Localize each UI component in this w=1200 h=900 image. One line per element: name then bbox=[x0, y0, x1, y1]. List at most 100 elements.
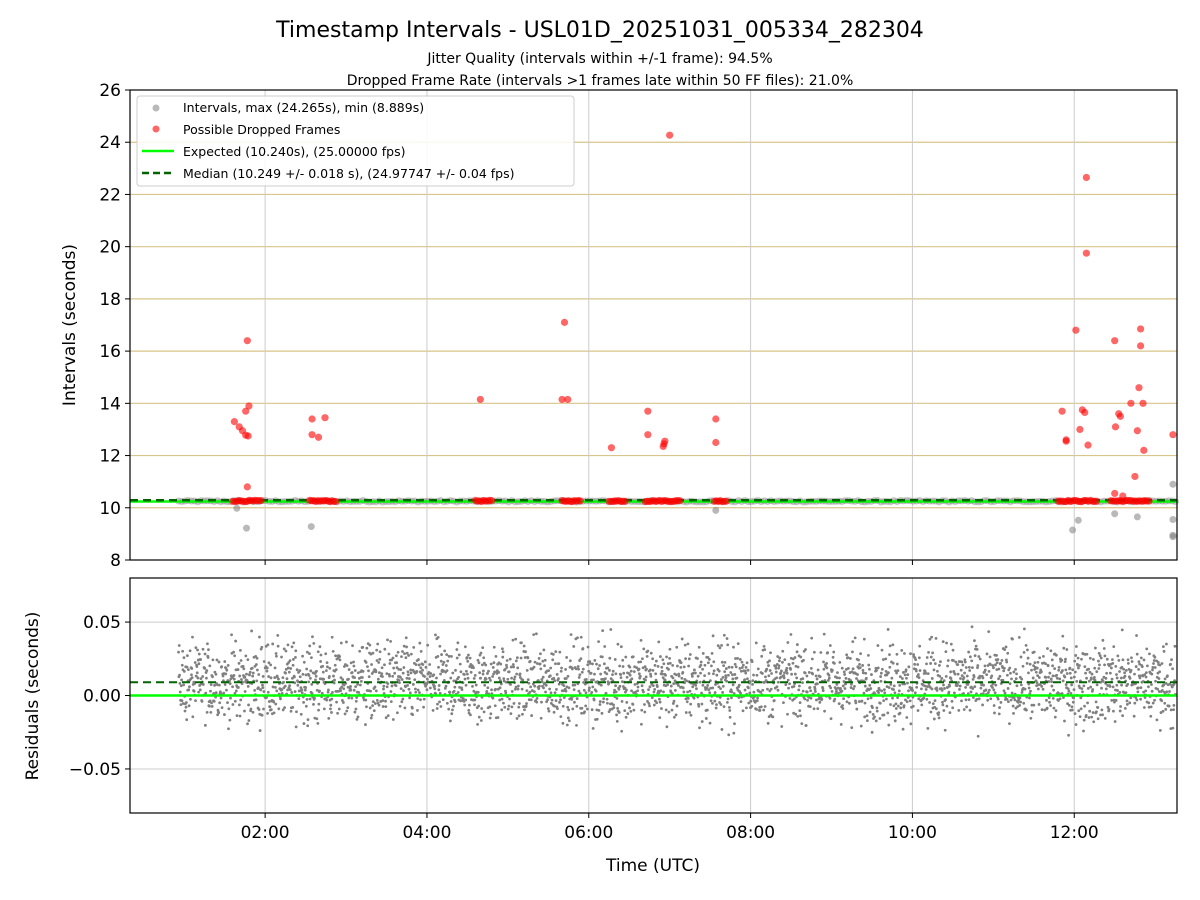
residual-point bbox=[274, 652, 278, 655]
residual-point bbox=[1017, 635, 1021, 639]
residual-point bbox=[907, 689, 910, 693]
residual-point bbox=[790, 672, 794, 676]
residual-point bbox=[205, 676, 208, 680]
residual-point bbox=[973, 639, 976, 643]
residual-point bbox=[680, 637, 684, 641]
residual-point bbox=[1163, 701, 1167, 705]
residual-point bbox=[874, 719, 878, 723]
residual-point bbox=[691, 671, 695, 675]
residual-point bbox=[381, 675, 384, 678]
residual-point bbox=[223, 713, 226, 716]
residual-point bbox=[791, 661, 795, 665]
residual-point bbox=[706, 683, 710, 687]
dropped-frame-point bbox=[1082, 249, 1090, 257]
residual-point bbox=[1081, 690, 1084, 694]
residual-point bbox=[745, 706, 748, 710]
interval-outlier-point bbox=[1133, 513, 1141, 521]
residual-point bbox=[666, 683, 669, 687]
residual-point bbox=[521, 678, 525, 682]
residual-point bbox=[342, 683, 346, 687]
residual-point bbox=[254, 663, 258, 666]
residual-point bbox=[354, 685, 357, 689]
residual-point bbox=[631, 655, 635, 659]
residual-point bbox=[275, 689, 279, 693]
residual-point bbox=[406, 683, 409, 687]
residual-point bbox=[693, 668, 696, 672]
interval-outlier-point bbox=[233, 504, 241, 512]
residual-point bbox=[827, 676, 831, 680]
residual-point bbox=[462, 673, 466, 676]
residual-point bbox=[731, 673, 734, 677]
residual-point bbox=[799, 714, 802, 718]
residual-point bbox=[787, 686, 790, 690]
residual-point bbox=[697, 645, 701, 649]
residual-point bbox=[284, 671, 287, 675]
residual-point bbox=[822, 660, 825, 664]
residual-point bbox=[975, 647, 979, 651]
residual-point bbox=[686, 642, 690, 646]
residual-point bbox=[404, 656, 408, 660]
residual-point bbox=[625, 700, 629, 704]
residual-point bbox=[533, 684, 537, 688]
residual-point bbox=[1150, 689, 1154, 693]
residual-point bbox=[1161, 645, 1165, 649]
residual-point bbox=[371, 700, 375, 704]
residual-point bbox=[698, 726, 701, 730]
residual-point bbox=[903, 652, 906, 655]
residual-point bbox=[439, 659, 443, 663]
residual-point bbox=[761, 688, 765, 692]
residual-point bbox=[821, 687, 825, 690]
residual-point bbox=[701, 683, 705, 687]
residual-point bbox=[1049, 649, 1053, 653]
residual-point bbox=[750, 660, 754, 663]
residual-point bbox=[1003, 691, 1007, 695]
residual-point bbox=[628, 706, 631, 710]
residual-point bbox=[409, 668, 413, 672]
residual-point bbox=[209, 689, 212, 693]
residual-point bbox=[535, 696, 539, 700]
residual-point bbox=[1055, 676, 1059, 680]
residual-point bbox=[1008, 666, 1012, 670]
residual-point bbox=[1120, 628, 1124, 632]
residual-point bbox=[1062, 696, 1065, 700]
residual-point bbox=[451, 708, 454, 712]
residual-point bbox=[737, 696, 741, 699]
residual-point bbox=[613, 658, 617, 661]
residual-point bbox=[661, 676, 665, 680]
residual-point bbox=[654, 672, 658, 676]
residual-point bbox=[697, 704, 701, 708]
residual-point bbox=[1120, 683, 1123, 687]
residual-point bbox=[1078, 664, 1081, 667]
residual-point bbox=[359, 679, 363, 683]
residual-point bbox=[655, 685, 659, 689]
residual-point bbox=[540, 700, 543, 704]
residual-point bbox=[1073, 670, 1077, 674]
residual-point bbox=[285, 677, 289, 681]
residual-point bbox=[622, 671, 626, 675]
residual-point bbox=[182, 669, 186, 673]
residual-point bbox=[926, 672, 930, 676]
residual-point bbox=[711, 686, 715, 690]
residual-point bbox=[869, 696, 873, 700]
residual-point bbox=[1118, 691, 1122, 694]
residual-point bbox=[257, 708, 261, 711]
residual-point bbox=[367, 675, 371, 679]
residual-point bbox=[769, 687, 773, 691]
residual-point bbox=[549, 702, 553, 705]
residual-point bbox=[558, 700, 561, 704]
residual-point bbox=[466, 659, 470, 663]
residual-point bbox=[477, 715, 481, 719]
residual-point bbox=[238, 674, 242, 678]
residual-point bbox=[1158, 663, 1162, 667]
residual-point bbox=[842, 697, 845, 701]
residual-point bbox=[1069, 676, 1073, 680]
residual-point bbox=[736, 657, 739, 660]
residual-point bbox=[1099, 656, 1103, 660]
residual-point bbox=[347, 668, 351, 671]
residual-point bbox=[935, 689, 939, 692]
residual-point bbox=[544, 690, 547, 694]
residual-point bbox=[588, 661, 592, 665]
residual-point bbox=[712, 660, 716, 664]
residual-point bbox=[780, 725, 784, 728]
residual-point bbox=[956, 672, 960, 676]
